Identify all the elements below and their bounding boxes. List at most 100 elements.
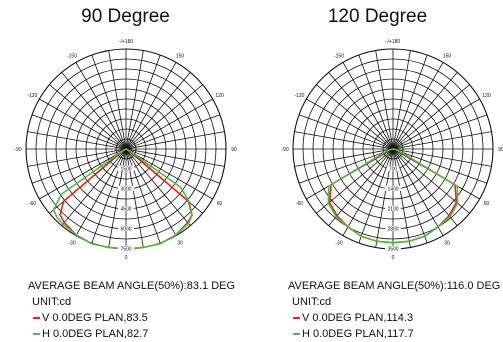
grid-spoke <box>125 148 221 184</box>
legend-swatch-v <box>33 317 40 320</box>
grid-spoke <box>392 148 458 226</box>
grid-spoke <box>61 148 127 226</box>
radial-tick-bg <box>385 225 401 231</box>
chart-title: 120 Degree <box>327 6 428 27</box>
grid-spoke <box>31 148 127 184</box>
radial-tick-label: 7500 <box>120 247 131 253</box>
grid-spoke <box>31 114 127 150</box>
grid-spoke <box>306 98 394 150</box>
legend-label-v: V 0.0DEG PLAN,83.5 <box>42 312 148 324</box>
grid-spoke <box>392 148 488 184</box>
grid-spoke <box>358 54 394 150</box>
grid-spoke <box>125 148 213 200</box>
grid-spoke <box>342 148 394 236</box>
radial-tick-bg <box>118 245 134 251</box>
chart-title: 90 Degree <box>81 6 170 27</box>
radial-tick-label: 700 <box>389 167 398 173</box>
grid-spoke <box>298 148 394 184</box>
grid-spoke <box>108 148 127 248</box>
angle-tick-label: -60 <box>29 201 36 207</box>
grid-spoke <box>392 148 492 167</box>
angle-tick-label: 90 <box>231 147 237 153</box>
grid-spoke <box>125 98 213 150</box>
grid-spoke <box>108 50 127 150</box>
legend-item-h: H 0.0DEG PLAN,82.7 <box>28 326 235 342</box>
chart-panel-120: 120 Degree -/+180 150 120 90 60 30 0 -30 -60 -90-… <box>252 0 503 342</box>
radial-tick-bg <box>386 165 400 171</box>
grid-spoke <box>125 72 191 150</box>
chart-info-120: AVERAGE BEAM ANGLE(50%):116.0 DEG UNIT:c… <box>288 278 500 342</box>
angle-tick-label: -150 <box>67 53 77 59</box>
angle-tick-label: -/+180 <box>119 39 134 45</box>
legend-swatch-h <box>293 333 300 336</box>
angle-tick-label: 150 <box>443 53 452 59</box>
grid-spoke <box>328 148 394 226</box>
radial-tick-label: 2100 <box>387 207 398 213</box>
radial-tick-bg <box>118 205 134 211</box>
radial-tick-bg <box>118 185 134 191</box>
angle-tick-label: -120 <box>27 93 37 99</box>
angle-tick-label: -120 <box>294 93 304 99</box>
angle-tick-label: -90 <box>14 147 21 153</box>
angle-tick-label: -30 <box>335 241 342 247</box>
radial-tick-bg <box>385 245 401 251</box>
grid-spoke <box>125 148 225 167</box>
legend-label-h: H 0.0DEG PLAN,82.7 <box>42 328 149 340</box>
radial-tick-label: 3500 <box>387 247 398 253</box>
radial-tick-label: 1400 <box>387 187 398 193</box>
radial-tick-label: 3000 <box>120 187 131 193</box>
grid-spoke <box>342 62 394 150</box>
series-line-h <box>327 148 459 244</box>
grid-spoke <box>125 62 177 150</box>
grid-spoke <box>392 148 428 244</box>
grid-spoke <box>75 62 127 150</box>
angle-tick-label: -/+180 <box>386 39 401 45</box>
grid-spoke <box>39 98 127 150</box>
grid-spoke <box>294 131 394 150</box>
radial-tick-bg <box>118 225 134 231</box>
chart-info-90: AVERAGE BEAM ANGLE(50%):83.1 DEG UNIT:cd… <box>28 278 235 342</box>
grid-spoke <box>392 84 470 150</box>
grid-spoke <box>392 148 444 236</box>
unit-text: UNIT:cd <box>32 296 72 308</box>
grid-spoke <box>27 148 127 167</box>
legend-item-h: H 0.0DEG PLAN,117.7 <box>288 326 500 342</box>
radial-tick-bg <box>385 205 401 211</box>
grid-spoke <box>91 54 127 150</box>
grid-spoke <box>392 50 411 150</box>
grid-spoke <box>392 98 480 150</box>
grid-spoke <box>125 148 177 236</box>
grid-spoke <box>316 84 394 150</box>
angle-tick-label: -30 <box>68 241 75 247</box>
grid-spoke <box>392 62 444 150</box>
radial-tick-label: 6000 <box>120 227 131 233</box>
angle-tick-label: 90 <box>498 147 503 153</box>
legend-item-v: V 0.0DEG PLAN,114.3 <box>288 310 500 326</box>
grid-spoke <box>49 84 127 150</box>
angle-tick-label: -60 <box>296 201 303 207</box>
grid-spoke <box>392 148 411 248</box>
grid-spoke <box>75 148 127 236</box>
angle-tick-label: 150 <box>176 53 185 59</box>
grid-spoke <box>294 148 394 167</box>
angle-tick-label: 0 <box>125 255 128 261</box>
radial-tick-bg <box>118 165 134 171</box>
angle-tick-label: 30 <box>177 241 183 247</box>
angle-tick-label: 120 <box>482 93 491 99</box>
grid-spoke <box>91 148 127 244</box>
grid-spoke <box>39 148 127 200</box>
radial-tick-label: 4500 <box>120 207 131 213</box>
legend-swatch-v <box>293 317 300 320</box>
angle-tick-label: 60 <box>217 201 223 207</box>
grid-spoke <box>375 148 394 248</box>
beam-angle-text: AVERAGE BEAM ANGLE(50%):116.0 DEG <box>288 280 501 292</box>
polar-chart-120: -/+180 150 120 90 60 30 0 -30 -60 -90 -120 -150 700 1… <box>281 39 503 261</box>
grid-spoke <box>125 114 221 150</box>
grid-spoke <box>392 72 458 150</box>
grid-spoke <box>125 148 144 248</box>
grid-spoke <box>358 148 394 244</box>
grid-spoke <box>392 131 492 150</box>
chart-panel-90: 90 Degree -/+180 150 120 90 60 30 0 -30 -60 -90 -1… <box>0 0 251 342</box>
beam-angle-text: AVERAGE BEAM ANGLE(50%):83.1 DEG <box>28 280 236 292</box>
grid-spoke <box>27 131 127 150</box>
